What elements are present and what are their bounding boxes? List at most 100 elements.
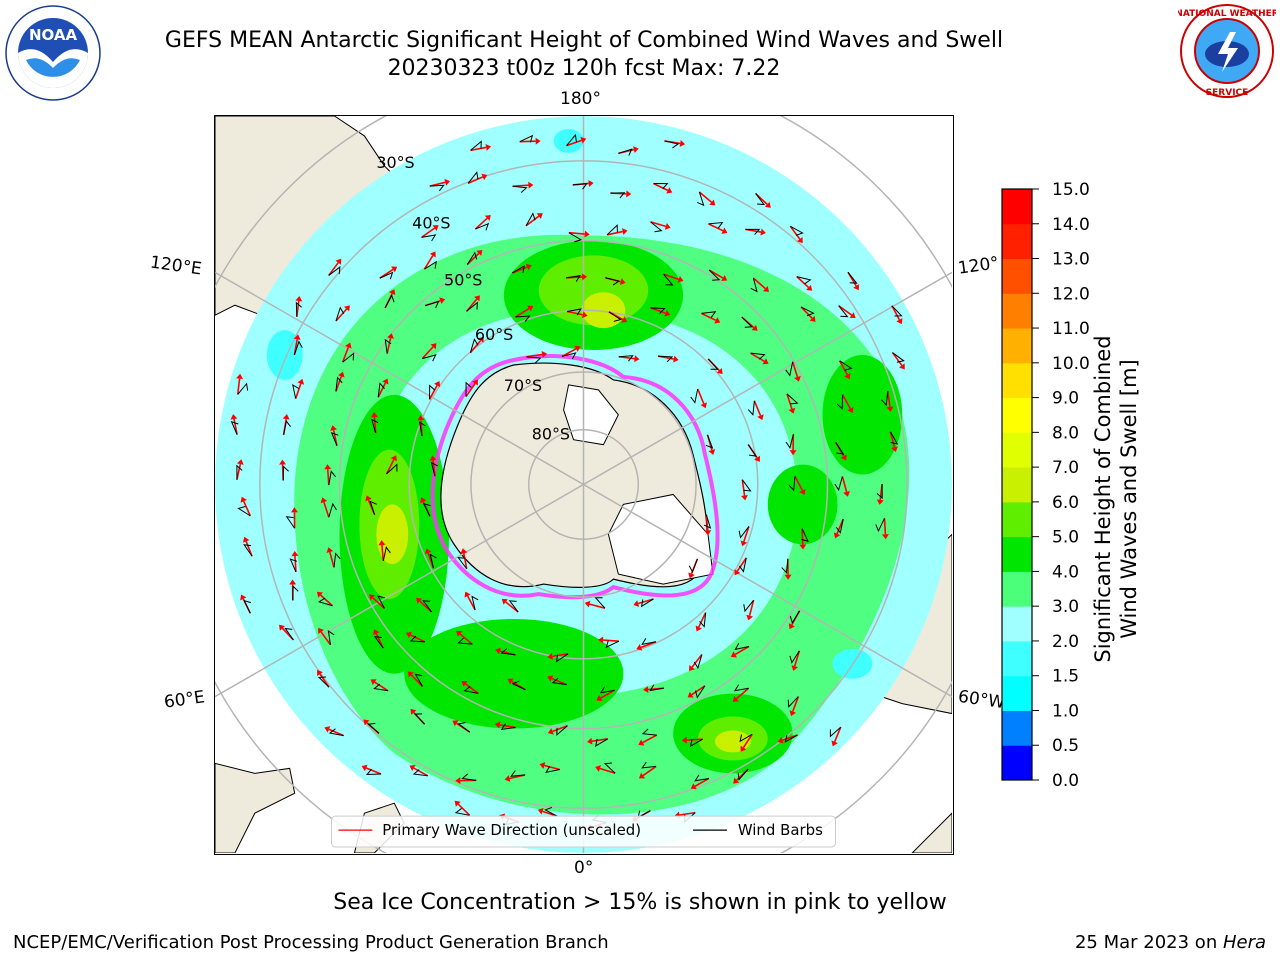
wave-arrow-head xyxy=(853,284,860,291)
wind-barb xyxy=(293,340,303,356)
wind-barb xyxy=(243,544,253,557)
wave-arrow-head xyxy=(370,412,378,418)
wind-barb xyxy=(512,264,526,274)
lat-label-70: 70°S xyxy=(504,376,542,395)
wave-arrow-head xyxy=(444,178,451,186)
wave-arrow-head xyxy=(330,425,337,431)
credit-branch: NCEP/EMC/Verification Post Processing Pr… xyxy=(13,932,609,953)
wave-arrow xyxy=(602,639,619,642)
wave-arrow xyxy=(294,383,302,399)
wave-arrow xyxy=(691,685,706,696)
wave-arrow-head xyxy=(708,449,716,455)
colorbar-tick-label: 11.0 xyxy=(1052,319,1090,339)
wind-barb xyxy=(835,442,845,455)
wind-barb xyxy=(743,599,754,613)
wave-arrow-head xyxy=(574,345,581,352)
wave-arrow-head xyxy=(666,187,673,194)
wave-arrow-head xyxy=(843,490,850,497)
wind-barb xyxy=(457,637,473,645)
wave-arrow-head xyxy=(740,745,747,752)
wave-arrow-head xyxy=(318,627,324,634)
wind-barb xyxy=(693,654,703,670)
wave-arrow xyxy=(245,541,253,557)
wind-barb xyxy=(605,640,620,649)
wave-arrow xyxy=(838,305,853,316)
wind-barb xyxy=(371,418,379,434)
wave-arrow xyxy=(889,431,896,448)
colorbar-cell xyxy=(1002,536,1032,572)
wave-arrow xyxy=(789,225,801,240)
wave-arrow xyxy=(326,469,330,486)
wave-arrow xyxy=(734,645,750,656)
wave-arrow xyxy=(526,353,543,358)
wave-arrow xyxy=(328,262,339,276)
wave-arrow xyxy=(515,307,530,318)
wave-arrow-head xyxy=(317,669,323,677)
wind-barb xyxy=(789,650,800,664)
wave-arrow xyxy=(233,418,238,435)
map-legend: Primary Wave Direction (unscaled) Wind B… xyxy=(331,815,836,848)
wind-barb xyxy=(739,733,753,743)
wave-arrow-head xyxy=(714,317,721,324)
title-line-1: GEFS MEAN Antarctic Significant Height o… xyxy=(164,28,1004,53)
map-panel[interactable]: 30°S 40°S 50°S 60°S 70°S 80°S Primary Wa… xyxy=(164,65,1003,904)
polar-map[interactable]: 30°S 40°S 50°S 60°S 70°S 80°S Primary Wa… xyxy=(164,65,1003,904)
wave-arrow xyxy=(319,673,330,688)
wave-arrow-head xyxy=(580,137,587,144)
colorbar-cell xyxy=(1002,710,1032,746)
wave-arrow xyxy=(374,681,389,692)
wave-arrow-head xyxy=(295,295,303,302)
wave-arrow xyxy=(883,518,887,535)
wave-arrow-head xyxy=(389,289,396,296)
wind-barb xyxy=(789,610,800,624)
colorbar-cell xyxy=(1002,189,1032,225)
wave-arrow xyxy=(335,376,343,392)
wave-arrow xyxy=(679,811,696,816)
wave-arrow xyxy=(589,603,606,609)
wave-arrow xyxy=(372,597,386,610)
colorbar-cell xyxy=(1002,293,1032,329)
wave-arrow xyxy=(838,360,849,376)
wave-arrow xyxy=(499,724,516,729)
colorbar-tick-label: 7.0 xyxy=(1052,458,1079,478)
wind-barb xyxy=(750,352,766,360)
wind-barb xyxy=(701,311,717,318)
wind-barb xyxy=(618,148,633,156)
wave-arrow xyxy=(642,765,657,777)
wave-arrow xyxy=(841,394,852,410)
wave-arrow-head xyxy=(539,762,546,769)
wave-arrow xyxy=(335,308,348,322)
wind-barb xyxy=(510,770,526,777)
wind-barb xyxy=(881,391,889,407)
wind-barb xyxy=(641,761,657,769)
wave-arrow-head xyxy=(361,764,368,772)
wind-barb xyxy=(800,306,815,317)
wave-arrow-head xyxy=(320,497,328,504)
wave-arrow-head xyxy=(791,665,799,671)
wind-barb xyxy=(430,461,438,477)
colorbar-tick-label: 1.5 xyxy=(1052,667,1079,687)
colorbar-tick-label: 13.0 xyxy=(1052,250,1090,270)
wind-barb xyxy=(892,352,905,363)
wave-arrow-head xyxy=(289,579,297,585)
wind-barb xyxy=(519,134,534,143)
wind-barb xyxy=(781,558,789,574)
wave-arrow xyxy=(833,726,842,743)
wind-barb xyxy=(413,713,425,725)
wind-barb xyxy=(747,444,758,457)
wind-barb xyxy=(422,354,437,362)
wave-arrow-head xyxy=(886,406,894,412)
wind-barb xyxy=(707,358,719,370)
wave-arrow-head xyxy=(439,297,446,305)
wind-barb xyxy=(737,768,749,781)
wind-barb xyxy=(641,638,657,646)
colorbar-tick-label: 6.0 xyxy=(1052,493,1079,513)
wave-arrow-head xyxy=(324,726,331,733)
colorbar-label-line2: Wind Waves and Swell [m] xyxy=(1117,359,1141,639)
wind-barb xyxy=(697,191,705,207)
wind-barb xyxy=(328,502,337,518)
wind-barb xyxy=(526,356,542,364)
wave-arrow-head xyxy=(417,415,425,421)
wave-arrow xyxy=(891,305,901,321)
wave-arrow xyxy=(236,378,241,395)
